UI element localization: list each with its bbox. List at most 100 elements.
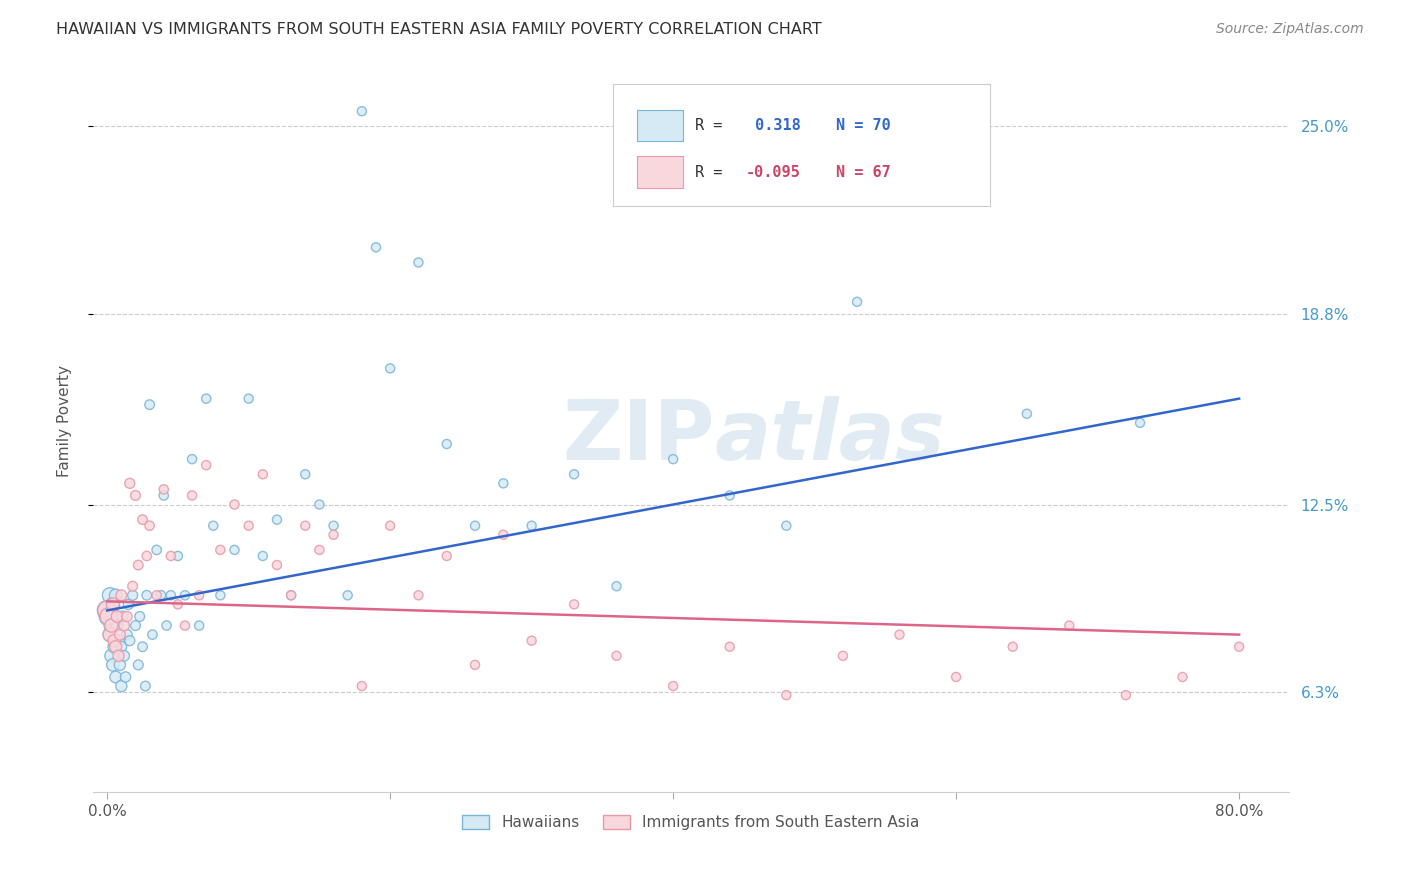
Point [121, 579, 143, 593]
Point [718, 640, 741, 654]
FancyBboxPatch shape [613, 84, 990, 206]
Point [110, 588, 132, 602]
Point [224, 498, 246, 512]
Point [520, 633, 543, 648]
Point [202, 518, 225, 533]
Point [492, 528, 515, 542]
Point [105, 618, 128, 632]
Point [378, 361, 401, 376]
Point [322, 518, 344, 533]
Point [107, 648, 129, 663]
Point [252, 549, 274, 563]
Point [1001, 640, 1024, 654]
Point [108, 627, 131, 641]
Point [336, 588, 359, 602]
Point [308, 542, 330, 557]
Point [181, 452, 204, 467]
Point [492, 476, 515, 491]
Point [832, 648, 855, 663]
Point [436, 437, 458, 451]
Point [266, 558, 288, 572]
Point [105, 609, 128, 624]
Text: ZIP: ZIP [562, 396, 714, 476]
Point [98, 627, 121, 641]
Point [115, 609, 138, 624]
Point [96, 603, 118, 617]
Point [464, 518, 486, 533]
Point [117, 598, 139, 612]
Point [108, 657, 131, 672]
Point [889, 627, 911, 641]
Point [1227, 640, 1250, 654]
Point [917, 174, 939, 188]
Point [152, 483, 174, 497]
Point [167, 598, 190, 612]
Point [145, 588, 167, 602]
Point [121, 588, 143, 602]
Point [195, 392, 218, 406]
Point [111, 609, 134, 624]
Point [1059, 618, 1081, 632]
Point [152, 488, 174, 502]
Text: N = 70: N = 70 [835, 119, 890, 133]
Point [174, 588, 197, 602]
Point [110, 679, 132, 693]
Point [224, 542, 246, 557]
Point [134, 679, 156, 693]
Point [718, 488, 741, 502]
Point [1015, 407, 1038, 421]
Point [104, 670, 127, 684]
Text: R =: R = [695, 119, 731, 133]
Point [294, 467, 316, 482]
Text: R =: R = [695, 164, 731, 179]
FancyBboxPatch shape [637, 156, 683, 187]
Point [562, 598, 585, 612]
Point [775, 518, 797, 533]
Point [97, 609, 120, 624]
Text: HAWAIIAN VS IMMIGRANTS FROM SOUTH EASTERN ASIA FAMILY POVERTY CORRELATION CHART: HAWAIIAN VS IMMIGRANTS FROM SOUTH EASTER… [56, 22, 823, 37]
Point [103, 640, 125, 654]
Point [308, 498, 330, 512]
Point [101, 598, 124, 612]
Y-axis label: Family Poverty: Family Poverty [58, 366, 72, 477]
Point [101, 657, 124, 672]
Point [167, 549, 190, 563]
Point [436, 549, 458, 563]
Point [294, 518, 316, 533]
Point [209, 588, 232, 602]
Point [662, 679, 685, 693]
Point [97, 609, 120, 624]
Point [103, 609, 125, 624]
Point [98, 588, 121, 602]
Point [127, 657, 149, 672]
Point [188, 618, 211, 632]
Point [846, 294, 869, 309]
Point [118, 476, 141, 491]
Point [114, 670, 136, 684]
Point [350, 104, 373, 119]
Point [266, 513, 288, 527]
Point [110, 640, 132, 654]
Point [562, 467, 585, 482]
Point [181, 488, 204, 502]
Text: N = 67: N = 67 [835, 164, 890, 179]
Point [101, 598, 124, 612]
FancyBboxPatch shape [637, 111, 683, 142]
Point [775, 688, 797, 702]
Text: 0.318: 0.318 [747, 119, 801, 133]
Point [945, 670, 967, 684]
Point [322, 528, 344, 542]
Point [118, 633, 141, 648]
Point [112, 618, 135, 632]
Point [131, 513, 153, 527]
Point [160, 549, 183, 563]
Point [1115, 688, 1137, 702]
Point [104, 640, 127, 654]
Point [124, 488, 146, 502]
Point [100, 618, 122, 632]
Point [128, 609, 150, 624]
Point [1129, 416, 1152, 430]
Point [96, 603, 118, 617]
Point [606, 648, 628, 663]
Point [408, 588, 430, 602]
